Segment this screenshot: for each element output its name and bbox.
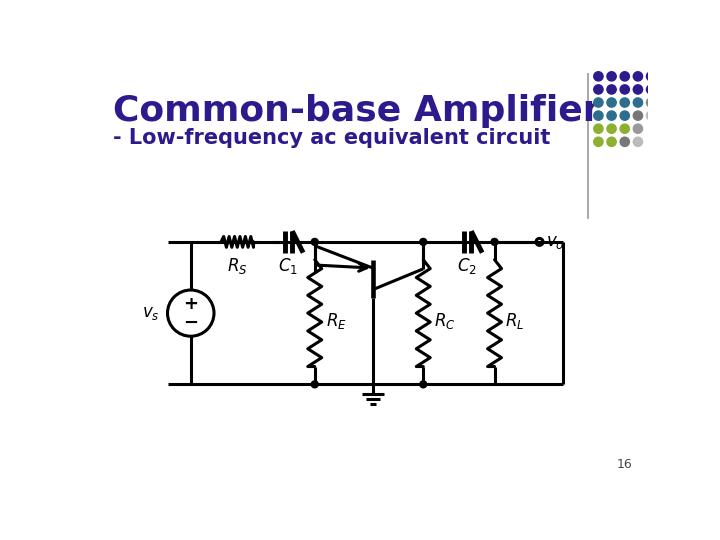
Circle shape xyxy=(634,111,642,120)
Circle shape xyxy=(594,98,603,107)
Circle shape xyxy=(594,111,603,120)
Text: $v_s$: $v_s$ xyxy=(142,304,160,322)
Circle shape xyxy=(634,124,642,133)
Text: $C_2$: $C_2$ xyxy=(457,256,477,276)
Circle shape xyxy=(607,137,616,146)
Circle shape xyxy=(594,85,603,94)
Circle shape xyxy=(594,124,603,133)
Circle shape xyxy=(491,239,498,245)
Text: $R_C$: $R_C$ xyxy=(434,311,456,331)
Circle shape xyxy=(620,124,629,133)
Circle shape xyxy=(620,72,629,81)
Circle shape xyxy=(620,98,629,107)
Circle shape xyxy=(311,381,318,388)
Circle shape xyxy=(607,111,616,120)
Circle shape xyxy=(647,72,656,81)
Circle shape xyxy=(647,111,656,120)
Text: $R_E$: $R_E$ xyxy=(325,311,346,331)
Circle shape xyxy=(594,137,603,146)
Text: $v_o$: $v_o$ xyxy=(546,233,564,251)
Text: 16: 16 xyxy=(617,458,632,471)
Circle shape xyxy=(607,85,616,94)
Circle shape xyxy=(420,239,427,245)
Text: Common-base Amplifier: Common-base Amplifier xyxy=(113,94,601,128)
Circle shape xyxy=(647,98,656,107)
Circle shape xyxy=(420,381,427,388)
Circle shape xyxy=(607,124,616,133)
Circle shape xyxy=(634,98,642,107)
Text: - Low-frequency ac equivalent circuit: - Low-frequency ac equivalent circuit xyxy=(113,128,551,148)
Circle shape xyxy=(311,239,318,245)
Circle shape xyxy=(607,72,616,81)
Text: $R_L$: $R_L$ xyxy=(505,311,525,331)
Circle shape xyxy=(620,111,629,120)
Circle shape xyxy=(594,72,603,81)
Circle shape xyxy=(607,98,616,107)
Text: $R_S$: $R_S$ xyxy=(227,256,248,276)
Circle shape xyxy=(647,85,656,94)
Text: +: + xyxy=(184,295,198,313)
Circle shape xyxy=(634,85,642,94)
Circle shape xyxy=(620,137,629,146)
Text: −: − xyxy=(183,314,198,332)
Text: $C_1$: $C_1$ xyxy=(279,256,298,276)
Circle shape xyxy=(620,85,629,94)
Circle shape xyxy=(634,72,642,81)
Circle shape xyxy=(634,137,642,146)
